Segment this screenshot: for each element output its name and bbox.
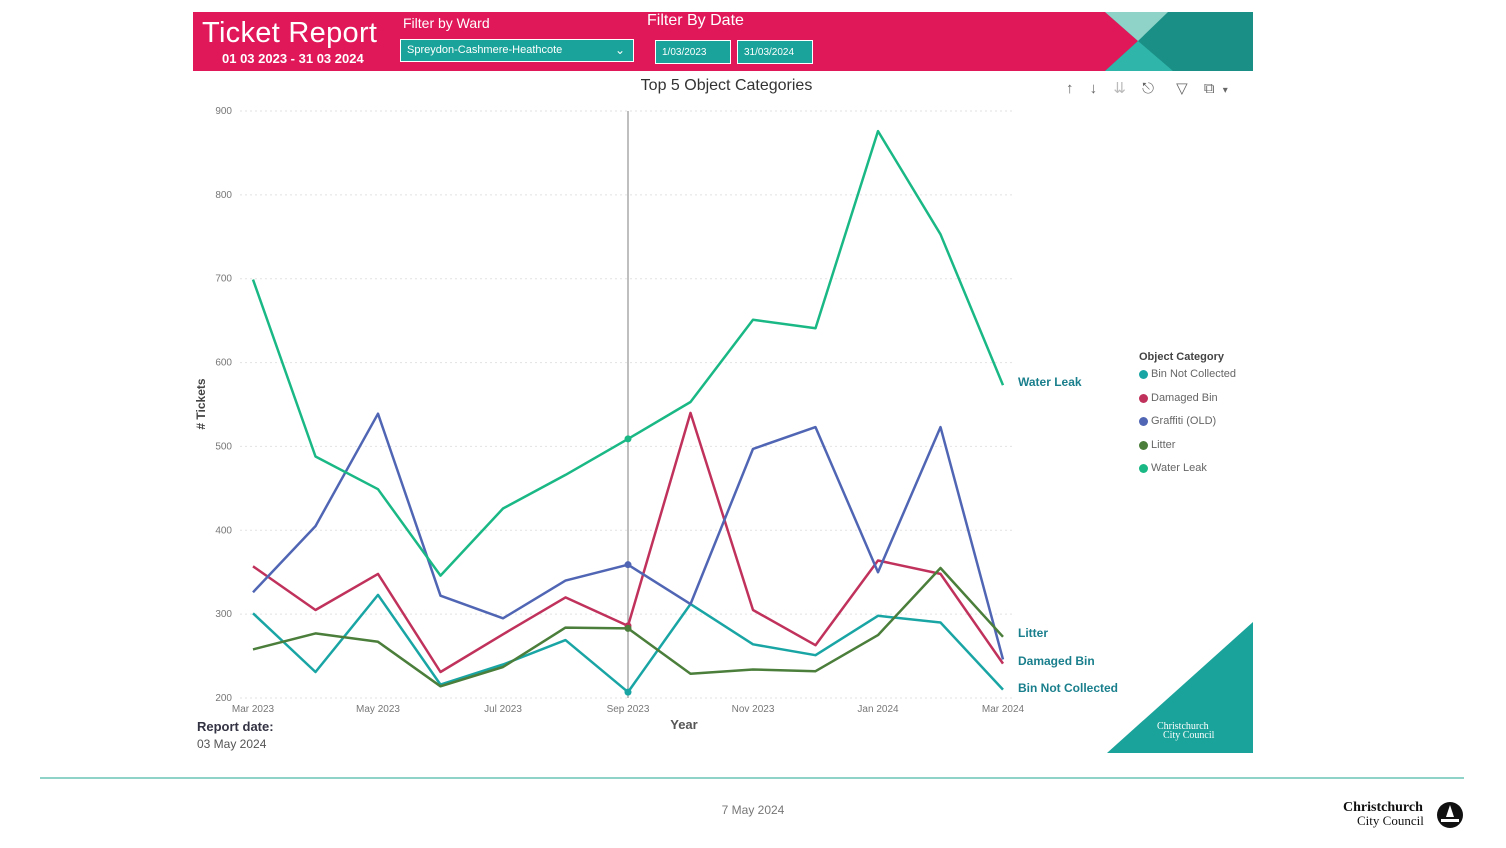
legend-item[interactable]: Water Leak [1139,462,1236,486]
series-end-label: Litter [1018,626,1048,640]
y-tick-label: 400 [215,525,232,536]
x-tick-label: Mar 2024 [982,704,1025,715]
data-point[interactable] [624,688,632,696]
legend-item[interactable]: Litter [1139,439,1236,463]
corner-decoration [1107,622,1253,753]
data-point[interactable] [624,561,632,569]
more-options-icon[interactable]: ▾ [1222,85,1228,96]
legend-label: Litter [1151,438,1176,451]
legend-label: Water Leak [1151,462,1207,474]
y-axis-label: # Tickets [194,378,208,429]
legend-marker [1139,393,1148,403]
legend-marker [1139,440,1148,450]
series-end-label: Bin Not Collected [1018,681,1118,695]
ward-filter-label: Filter by Ward [403,15,490,31]
y-tick-label: 700 [215,274,232,285]
chart-title: Top 5 Object Categories [640,77,813,94]
y-tick-label: 800 [215,190,232,201]
data-point[interactable] [624,435,632,443]
legend-marker [1139,370,1148,379]
chart-legend: Object Category Bin Not Collected Damaged… [1139,351,1236,486]
date-filter-label: Filter By Date [647,12,744,29]
x-tick-label: Jul 2023 [484,704,522,715]
focus-mode-icon[interactable]: ⧉ [1203,80,1215,97]
ward-filter-value: Spreydon-Cashmere-Heathcote [407,44,563,56]
report-date-range: 01 03 2023 - 31 03 2024 [222,51,364,66]
x-axis-label: Year [670,717,697,732]
page-divider [40,777,1464,779]
arrow-up-icon[interactable]: ↑ [1066,80,1074,97]
report-title: Ticket Report [202,17,378,49]
visual-toolbar: ↑ ↓ ⇊ ⎋ ▽ ⧉ ▾ [1066,79,1240,97]
end-date-input[interactable]: 31/03/2024 [737,40,813,64]
footer-council-logo: Christchurch City Council [1343,800,1424,828]
x-tick-label: Mar 2023 [232,704,275,715]
start-date-input[interactable]: 1/03/2023 [655,40,731,64]
header-decoration [1105,12,1253,71]
series-end-label: Water Leak [1018,375,1082,389]
legend-title: Object Category [1139,351,1224,363]
council-emblem-icon [1437,802,1463,828]
y-tick-label: 500 [215,441,232,452]
filter-icon[interactable]: ▽ [1176,80,1188,97]
x-tick-label: Sep 2023 [607,704,650,715]
x-tick-label: May 2023 [356,704,400,715]
legend-label: Bin Not Collected [1151,368,1236,380]
ward-filter-dropdown[interactable]: Spreydon-Cashmere-Heathcote ⌄ [400,39,634,62]
arrow-down-icon[interactable]: ↓ [1089,80,1098,97]
series-end-label: Damaged Bin [1018,654,1095,668]
x-tick-label: Jan 2024 [857,704,899,715]
y-tick-label: 600 [215,358,232,369]
x-tick-label: Nov 2023 [732,704,775,715]
report-date-value: 03 May 2024 [197,737,267,751]
legend-marker [1139,464,1148,473]
chevron-down-icon: ⌄ [614,43,625,57]
legend-item[interactable]: Graffiti (OLD) [1139,415,1236,439]
hierarchy-icon[interactable]: ⎋ [1142,80,1154,97]
y-tick-label: 200 [215,693,232,704]
legend-label: Damaged Bin [1151,391,1218,404]
footer-date: 7 May 2024 [721,803,785,817]
legend-item[interactable]: Damaged Bin [1139,392,1236,416]
data-point[interactable] [624,624,632,632]
legend-label: Graffiti (OLD) [1151,415,1217,427]
report-date-label: Report date: [197,719,274,734]
legend-item[interactable]: Bin Not Collected [1139,368,1236,392]
double-arrow-down-icon[interactable]: ⇊ [1113,80,1126,97]
report-header: Ticket Report 01 03 2023 - 31 03 2024 Fi… [193,12,1253,71]
y-tick-label: 900 [215,106,232,117]
council-logo: Christchurch City Council [1157,721,1215,741]
legend-marker [1139,417,1148,426]
y-tick-label: 300 [215,609,232,620]
